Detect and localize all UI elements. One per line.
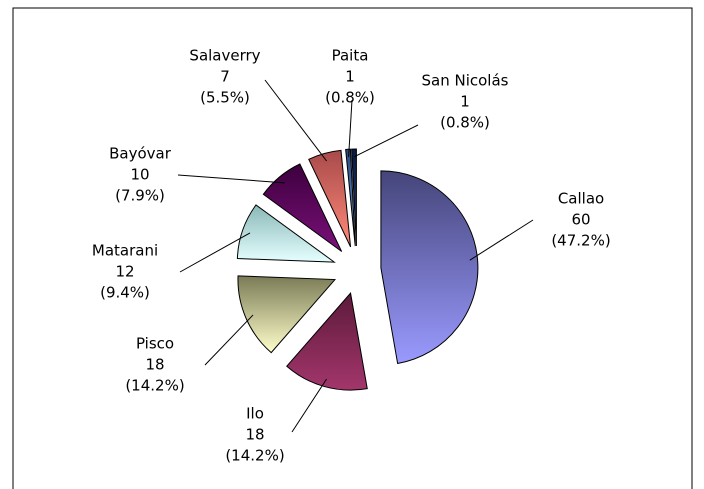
- leader-line: [204, 314, 254, 366]
- slice-label-share: (14.2%): [125, 377, 184, 395]
- slice-label-name: Callao: [558, 190, 604, 208]
- slice-label-name: Bayóvar: [109, 145, 172, 163]
- pie-slice: [286, 291, 368, 391]
- pie-slice: [308, 149, 352, 248]
- slice-label-name: Matarani: [92, 242, 158, 260]
- slice-label-share: (0.8%): [325, 89, 375, 107]
- slice-label-value: 10: [130, 166, 149, 184]
- leader-line: [264, 79, 327, 162]
- pie-slice: [236, 204, 336, 263]
- slice-label-share: (7.9%): [115, 187, 165, 205]
- slice-label-value: 1: [345, 68, 355, 86]
- slice-label-share: (47.2%): [551, 232, 610, 250]
- slice-label-share: (14.2%): [225, 447, 284, 465]
- slice-label-share: (0.8%): [440, 114, 490, 132]
- chart-frame: [12, 7, 693, 489]
- slice-label-share: (9.4%): [100, 284, 150, 302]
- slice-label-value: 60: [571, 211, 590, 229]
- leader-line: [353, 124, 419, 158]
- slice-label-name: Salaverry: [189, 47, 260, 65]
- slice-label-name: Pisco: [136, 335, 174, 353]
- pie-slice: [351, 148, 357, 247]
- pie-slice: [262, 163, 343, 252]
- slice-label-share: (5.5%): [200, 89, 250, 107]
- leader-line: [348, 99, 353, 158]
- slice-label-name: Paita: [332, 47, 369, 65]
- slice-label-value: 12: [115, 263, 134, 281]
- leader-line: [291, 378, 327, 433]
- slice-label-value: 1: [460, 93, 470, 111]
- leader-line: [177, 174, 285, 184]
- slice-label-name: Ilo: [246, 405, 264, 423]
- slice-label-value: 18: [245, 426, 264, 444]
- pie-slice: [345, 148, 356, 247]
- slice-label-value: 7: [220, 68, 230, 86]
- slice-label-name: San Nicolás: [422, 72, 509, 90]
- pie-slice: [380, 170, 479, 365]
- leader-line: [469, 219, 534, 261]
- pie-slice: [237, 275, 337, 354]
- leader-line: [179, 232, 251, 273]
- slice-label-value: 18: [145, 356, 164, 374]
